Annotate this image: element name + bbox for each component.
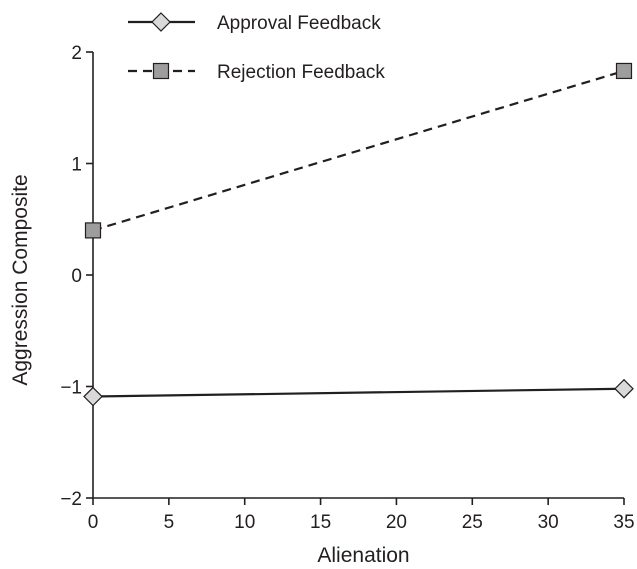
data-point-marker: [86, 223, 101, 238]
x-tick-label: 25: [462, 512, 483, 533]
x-tick-label: 35: [613, 512, 634, 533]
series-group: [84, 380, 633, 406]
legend-marker: [152, 13, 170, 31]
series-line: [93, 389, 624, 397]
legend-label: Approval Feedback: [217, 13, 381, 34]
y-axis-title: Aggression Composite: [9, 174, 32, 385]
legend-marker: [154, 64, 169, 79]
x-tick-label: 30: [538, 512, 559, 533]
legend-label: Rejection Feedback: [217, 62, 385, 83]
data-point-marker: [615, 380, 633, 398]
x-ticks: 0 5 10 15 20 25 30 35: [88, 498, 635, 533]
x-tick-label: 5: [164, 512, 175, 533]
x-tick-label: 20: [386, 512, 407, 533]
data-point-marker: [617, 63, 632, 78]
y-tick-label: −2: [60, 489, 82, 510]
y-tick-label: 0: [71, 266, 82, 287]
x-tick-label: 15: [310, 512, 331, 533]
x-tick-label: 0: [88, 512, 99, 533]
axes: [93, 52, 624, 498]
y-tick-label: −1: [60, 378, 82, 399]
series-group: [86, 63, 632, 237]
series-line: [93, 71, 624, 230]
y-tick-label: 1: [71, 155, 82, 176]
x-axis-title: Alienation: [317, 544, 409, 567]
x-tick-label: 10: [234, 512, 255, 533]
series-layer: [84, 63, 633, 405]
y-ticks: 2 1 0 −1 −2: [60, 43, 93, 510]
legend: Approval Feedback Rejection Feedback: [128, 13, 385, 83]
y-tick-label: 2: [71, 43, 82, 64]
data-point-marker: [84, 388, 102, 406]
